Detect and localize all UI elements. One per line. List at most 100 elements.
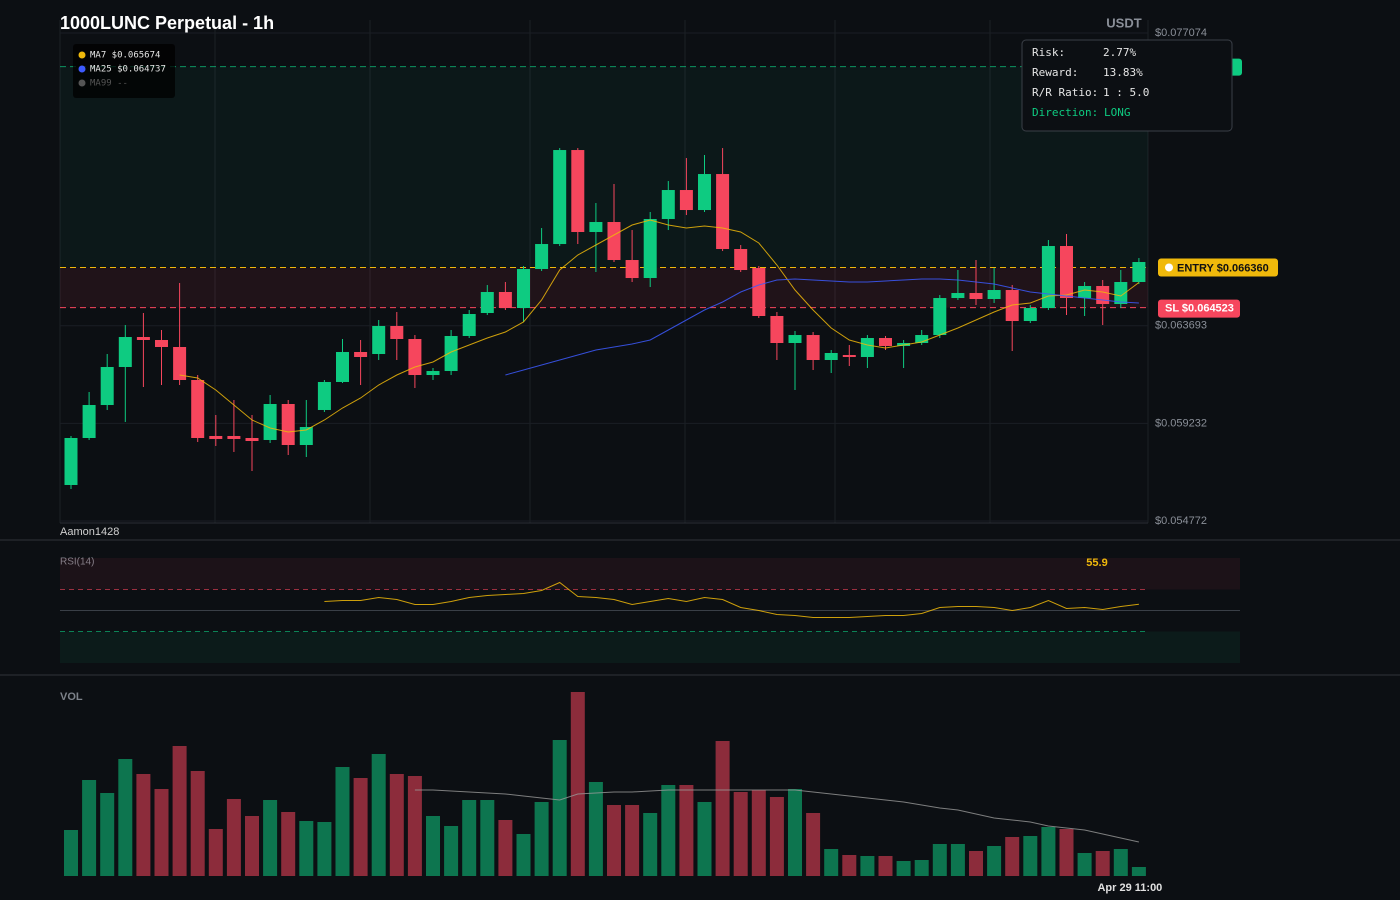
volume-bar: [625, 805, 640, 876]
legend-label: MA7 $0.065674: [90, 51, 160, 61]
volume-bar: [226, 799, 241, 876]
candle-body: [299, 426, 313, 446]
candle-body: [336, 351, 349, 382]
ma-line: [179, 219, 1140, 433]
currency: USDT: [1106, 15, 1141, 30]
volume-bar: [570, 692, 585, 876]
y-tick-label: $0.077074: [1155, 27, 1207, 39]
info-value: 1 : 5.0: [1103, 86, 1149, 99]
info-value: 13.83%: [1103, 66, 1143, 79]
candle-body: [173, 347, 187, 380]
volume-bar: [824, 849, 839, 876]
legend-label: MA99 --: [90, 79, 128, 89]
candle-body: [879, 338, 892, 346]
rsi-title: RSI(14): [60, 557, 94, 568]
candle-body: [426, 371, 440, 376]
candle-body: [915, 335, 929, 344]
info-label: R/R Ratio:: [1032, 86, 1098, 99]
y-tick-label: $0.059232: [1155, 417, 1207, 429]
candle-body: [770, 316, 784, 344]
volume-bar: [462, 800, 477, 876]
candle-body: [263, 403, 277, 440]
volume-bar: [1005, 837, 1020, 876]
volume-bar: [534, 802, 549, 876]
candle-body: [1096, 286, 1110, 305]
candle-body: [354, 351, 368, 358]
candle-body: [82, 405, 96, 438]
volume-bar: [1113, 849, 1128, 876]
volume-bar: [190, 771, 205, 876]
volume-bar: [715, 741, 730, 876]
volume-bar: [245, 816, 259, 876]
volume-bar: [842, 855, 857, 876]
candle-body: [317, 381, 331, 410]
info-label: Reward:: [1032, 66, 1078, 79]
candle-body: [136, 337, 150, 341]
candle-body: [661, 190, 675, 220]
risk-zone: [60, 267, 1148, 308]
volume-bar: [100, 793, 115, 876]
volume-bar: [82, 780, 97, 876]
candle-body: [372, 326, 386, 355]
candle-body: [480, 292, 494, 314]
candle-body: [1132, 262, 1146, 283]
entry-label: ENTRY $0.066360: [1177, 262, 1269, 274]
candle-body: [716, 174, 730, 250]
candle-body: [444, 335, 458, 372]
candle-body: [788, 335, 802, 344]
volume-bar: [588, 782, 603, 876]
volume-bar: [878, 856, 893, 876]
reward-zone: [60, 66, 1148, 268]
candle-body: [698, 174, 711, 211]
volume-bar: [136, 774, 151, 876]
y-tick-label: $0.054772: [1155, 515, 1207, 527]
entry-tag: [1158, 258, 1278, 277]
volume-bar: [950, 844, 965, 876]
candle-body: [824, 352, 838, 361]
volume-bar: [172, 746, 187, 876]
candle-body: [679, 190, 693, 211]
info-label: Direction:: [1032, 106, 1098, 119]
volume-bar: [607, 805, 621, 876]
volume-bar: [552, 740, 567, 876]
candle-body: [118, 337, 132, 368]
candle-body: [227, 435, 241, 439]
legend-label: MA25 $0.064737: [90, 65, 166, 75]
volume-bar: [281, 812, 296, 876]
volume-bar: [932, 844, 947, 876]
candle-body: [589, 222, 603, 233]
candle-body: [209, 435, 223, 439]
candle-body: [390, 326, 404, 339]
candle-body: [64, 437, 78, 485]
candle-body: [1060, 246, 1073, 299]
volume-bar: [769, 797, 784, 876]
candle-body: [517, 269, 530, 309]
volume-bar: [1023, 836, 1038, 876]
legend-dot: [78, 65, 86, 73]
info-value: LONG: [1104, 106, 1131, 119]
stop-loss-label: SL $0.064523: [1165, 303, 1234, 315]
candle-body: [860, 338, 874, 358]
volume-bar: [64, 830, 78, 876]
volume-bar: [969, 851, 983, 876]
rsi-oversold-zone: [60, 631, 1240, 663]
volume-bar: [751, 790, 766, 876]
candle-body: [191, 379, 205, 438]
volume-bar: [118, 759, 133, 876]
candle-body: [571, 150, 585, 233]
candle-body: [607, 222, 621, 261]
candle-body: [408, 338, 422, 376]
volume-bar: [860, 856, 875, 876]
candle-body: [1078, 286, 1092, 299]
candle-body: [553, 150, 567, 245]
volume-bar: [371, 754, 386, 876]
candle-body: [155, 340, 168, 348]
candle-body: [462, 314, 476, 336]
volume-bar: [154, 789, 169, 876]
candle-body: [1114, 282, 1128, 305]
candle-body: [1023, 308, 1037, 322]
volume-bar: [661, 785, 676, 876]
volume-bar: [263, 800, 278, 876]
ma-legend-box: [73, 44, 175, 98]
